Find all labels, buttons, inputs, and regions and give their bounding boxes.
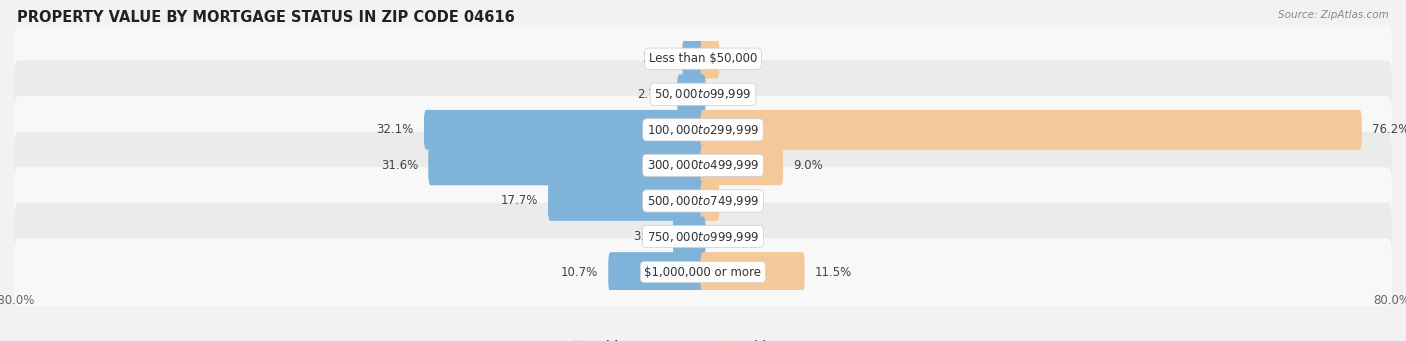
- Text: 17.7%: 17.7%: [501, 194, 537, 207]
- FancyBboxPatch shape: [425, 110, 706, 150]
- FancyBboxPatch shape: [682, 39, 706, 79]
- FancyBboxPatch shape: [700, 181, 720, 221]
- FancyBboxPatch shape: [14, 203, 1392, 270]
- FancyBboxPatch shape: [14, 96, 1392, 164]
- Text: $300,000 to $499,999: $300,000 to $499,999: [647, 158, 759, 173]
- Text: 0.0%: 0.0%: [716, 230, 745, 243]
- Text: 2.7%: 2.7%: [637, 88, 666, 101]
- FancyBboxPatch shape: [14, 60, 1392, 128]
- Text: $100,000 to $299,999: $100,000 to $299,999: [647, 123, 759, 137]
- FancyBboxPatch shape: [700, 252, 804, 292]
- Text: 76.2%: 76.2%: [1372, 123, 1406, 136]
- FancyBboxPatch shape: [700, 146, 783, 185]
- Text: $500,000 to $749,999: $500,000 to $749,999: [647, 194, 759, 208]
- Text: 0.0%: 0.0%: [716, 88, 745, 101]
- FancyBboxPatch shape: [673, 217, 706, 256]
- FancyBboxPatch shape: [700, 39, 720, 79]
- Text: $750,000 to $999,999: $750,000 to $999,999: [647, 229, 759, 243]
- Text: 1.6%: 1.6%: [730, 194, 759, 207]
- Text: 9.0%: 9.0%: [793, 159, 823, 172]
- Text: 1.6%: 1.6%: [730, 52, 759, 65]
- FancyBboxPatch shape: [429, 146, 706, 185]
- FancyBboxPatch shape: [14, 132, 1392, 199]
- FancyBboxPatch shape: [14, 167, 1392, 235]
- FancyBboxPatch shape: [678, 74, 706, 114]
- Text: PROPERTY VALUE BY MORTGAGE STATUS IN ZIP CODE 04616: PROPERTY VALUE BY MORTGAGE STATUS IN ZIP…: [17, 10, 515, 25]
- FancyBboxPatch shape: [14, 25, 1392, 92]
- Text: Source: ZipAtlas.com: Source: ZipAtlas.com: [1278, 10, 1389, 20]
- Text: 10.7%: 10.7%: [561, 266, 598, 279]
- Text: $50,000 to $99,999: $50,000 to $99,999: [654, 87, 752, 101]
- Text: 3.2%: 3.2%: [633, 230, 662, 243]
- Text: 31.6%: 31.6%: [381, 159, 418, 172]
- Text: Less than $50,000: Less than $50,000: [648, 52, 758, 65]
- Text: 32.1%: 32.1%: [377, 123, 413, 136]
- FancyBboxPatch shape: [700, 110, 1362, 150]
- Text: $1,000,000 or more: $1,000,000 or more: [644, 266, 762, 279]
- Text: 2.1%: 2.1%: [643, 52, 672, 65]
- Text: 11.5%: 11.5%: [815, 266, 852, 279]
- FancyBboxPatch shape: [609, 252, 706, 292]
- FancyBboxPatch shape: [548, 181, 706, 221]
- Legend: Without Mortgage, With Mortgage: Without Mortgage, With Mortgage: [572, 340, 834, 341]
- FancyBboxPatch shape: [14, 238, 1392, 306]
